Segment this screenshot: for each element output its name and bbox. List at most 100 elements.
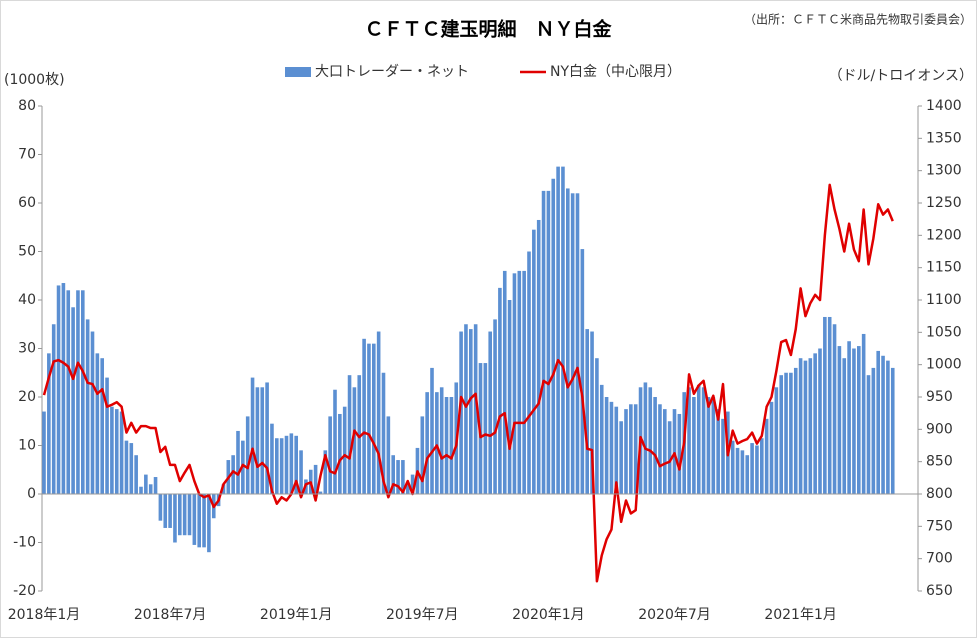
bar	[823, 316, 827, 494]
bar	[784, 372, 788, 494]
bar	[541, 190, 546, 494]
bar	[459, 331, 463, 494]
bar	[362, 338, 366, 494]
bar	[764, 418, 769, 494]
bar	[842, 358, 847, 494]
bar	[813, 353, 817, 494]
bar	[803, 360, 808, 494]
bar	[847, 341, 851, 494]
bar	[769, 401, 774, 494]
legend-label: 大口トレーダー・ネット	[315, 64, 469, 80]
bar	[294, 435, 298, 494]
bar	[755, 445, 759, 494]
bar	[633, 404, 638, 494]
bar	[90, 331, 95, 494]
y2-tick-label: 700	[926, 551, 953, 567]
bar	[871, 367, 876, 494]
bar	[56, 285, 61, 494]
bar	[284, 435, 289, 494]
bar	[323, 450, 328, 494]
y-tick-label: 50	[18, 244, 36, 260]
bar	[396, 460, 400, 494]
bar	[347, 375, 352, 494]
bar	[372, 343, 376, 494]
bar	[313, 464, 318, 494]
bar	[66, 290, 71, 494]
bar	[51, 324, 56, 494]
bar	[677, 413, 682, 494]
x-tick-label: 2020年1月	[512, 607, 585, 623]
bar	[163, 494, 168, 528]
bar	[439, 387, 444, 494]
bar	[614, 406, 619, 494]
bar	[716, 409, 720, 494]
x-tick-label: 2020年7月	[638, 607, 711, 623]
bar	[609, 401, 614, 494]
bar	[405, 484, 410, 494]
y2-tick-label: 850	[926, 454, 953, 470]
bar	[197, 494, 201, 548]
bar	[507, 300, 512, 494]
bar	[81, 290, 85, 494]
bar	[119, 411, 124, 494]
line	[42, 183, 894, 583]
bar	[721, 418, 725, 494]
bar	[575, 193, 580, 495]
bar	[483, 363, 488, 494]
bar	[818, 348, 822, 494]
bar	[648, 387, 653, 494]
bar	[381, 372, 386, 494]
bar	[328, 416, 332, 494]
bar	[706, 397, 711, 494]
bar	[192, 494, 197, 545]
bar	[357, 375, 362, 494]
bar	[444, 397, 449, 494]
bar	[793, 367, 798, 494]
bar	[124, 440, 129, 494]
bar	[435, 392, 439, 494]
y2-axis-label: （ドル/トロイオンス）	[829, 68, 973, 84]
y-tick-label: 0	[27, 486, 36, 502]
y-tick-label: 60	[18, 195, 36, 211]
y2-tick-label: 1400	[926, 98, 962, 114]
bar	[750, 443, 754, 494]
y-tick-label: 80	[18, 98, 36, 114]
bar	[42, 411, 46, 494]
bar	[221, 484, 226, 494]
y2-tick-label: 750	[926, 518, 953, 534]
bar	[827, 316, 832, 494]
bar	[182, 494, 187, 536]
bar	[561, 166, 565, 494]
bar	[105, 377, 109, 494]
x-tick-label: 2019年7月	[386, 607, 459, 623]
bar	[590, 331, 594, 494]
bar	[144, 474, 148, 494]
bar	[527, 251, 531, 494]
y-tick-label: -10	[13, 535, 36, 551]
bar	[696, 384, 701, 494]
bar	[469, 329, 473, 494]
bar	[275, 438, 279, 494]
bar	[532, 229, 536, 495]
bar	[207, 494, 211, 553]
bar	[401, 460, 405, 494]
bar	[692, 397, 696, 494]
y2-tick-label: 800	[926, 486, 953, 502]
bar	[352, 387, 357, 494]
bar	[852, 348, 856, 494]
bar	[367, 343, 371, 494]
y-tick-label: 10	[18, 438, 36, 454]
bar	[134, 455, 138, 494]
bar	[711, 397, 716, 494]
bar	[100, 358, 104, 494]
bar	[333, 389, 337, 494]
bar	[876, 350, 880, 494]
bar	[139, 486, 143, 494]
bar	[881, 355, 885, 494]
bar	[522, 270, 526, 494]
bar	[173, 494, 177, 543]
bar	[338, 413, 342, 494]
bar	[71, 307, 75, 494]
bar	[464, 324, 468, 494]
